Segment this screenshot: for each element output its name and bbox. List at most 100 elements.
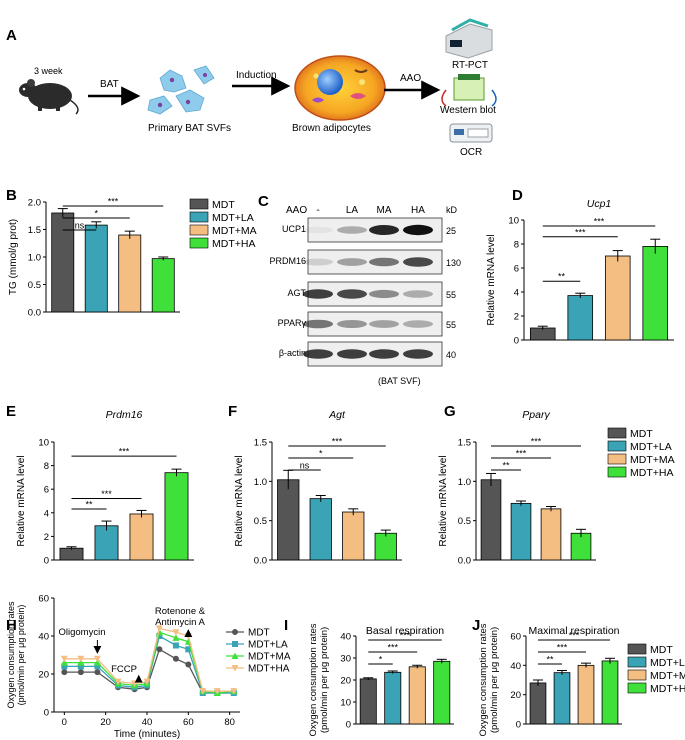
y-tick-label: 0: [44, 708, 49, 719]
data-point: [156, 633, 163, 639]
y-tick-label: 2: [44, 532, 49, 543]
annotation-label: FCCP: [111, 664, 137, 675]
data-point: [156, 646, 163, 653]
bar: [374, 532, 397, 561]
bar: [601, 660, 619, 725]
y-axis-label: Oxygen consumption rates(pmol/min per μg…: [6, 601, 26, 709]
y-axis-label: Relative mRNA level: [486, 234, 497, 325]
y-tick-label: 0.0: [28, 308, 41, 319]
y-tick-label: 40: [340, 632, 351, 643]
data-point: [61, 669, 68, 676]
blot-band: [369, 257, 399, 267]
blot-strips: UCP1 25 PRDM16 130 AGT 55 PPARγ 55 β-actin 40: [269, 217, 461, 367]
significance-label: ***: [516, 449, 527, 459]
lane-label: -: [316, 205, 319, 216]
y-tick-label: 20: [510, 690, 521, 701]
data-point: [114, 678, 122, 686]
legend-label: MDT+MA: [212, 225, 257, 237]
legend-label: MDT: [212, 199, 235, 211]
panel-i-chart: I Basal respiration 0 10 20 30 40 Oxygen consum…: [284, 617, 454, 737]
legend-marker: [232, 641, 238, 647]
blot-band: [337, 226, 367, 234]
lane-labels: - LA MA HA: [316, 205, 425, 216]
legend-label: MDT: [650, 644, 673, 656]
bar: [51, 212, 75, 313]
data-point: [185, 661, 192, 668]
significance-label: *: [379, 655, 383, 665]
assay-western: Western blot: [440, 105, 496, 116]
y-tick-label: 60: [510, 632, 521, 643]
panel-a-letter: A: [6, 27, 17, 44]
y-tick-label: 0.0: [458, 556, 471, 567]
significance-label: *: [319, 449, 323, 459]
legend-label: MDT+HA: [630, 467, 673, 479]
bar: [164, 472, 189, 561]
y-tick-label: 2.0: [28, 198, 41, 209]
blot-band: [337, 349, 367, 359]
mouse-age-label: 3 week: [34, 66, 63, 76]
data-point: [60, 655, 68, 663]
arrow-bat-label: BAT: [100, 79, 119, 90]
y-tick-label: 4: [514, 288, 519, 299]
blot-band: [337, 289, 367, 299]
chart-title: Prdm16: [106, 409, 143, 421]
western-blot-icon: [441, 74, 497, 107]
assay-rtpcr: RT-PCT: [452, 60, 488, 71]
x-tick-label: 0: [62, 717, 67, 728]
panel-a: A 3 week BAT Primary BAT SVFs Induc: [6, 18, 497, 158]
blot-band: [403, 257, 433, 267]
legend-label: MDT+MA: [630, 454, 675, 466]
panel-b-chart: B0.00.51.01.52.0TG (mmol/g prot) ns**** MD…: [6, 187, 257, 319]
arrow-aao-label: AAO: [400, 73, 421, 84]
y-axis-label: Relative mRNA level: [438, 455, 449, 546]
y-tick-label: 20: [340, 676, 351, 687]
legend-label: MDT: [630, 428, 653, 440]
y-tick-label: 60: [38, 594, 49, 605]
legend-swatch: [189, 237, 209, 249]
data-point: [172, 634, 180, 641]
y-tick-label: 2: [514, 312, 519, 323]
y-tick-label: 0: [346, 720, 351, 731]
significance-label: ***: [108, 197, 119, 207]
y-axis-label: Relative mRNA level: [16, 455, 27, 546]
panel-h-chart: H 0 20 40 60 0 20 40 60 80 Time (minutes) Oxygen co…: [6, 594, 291, 740]
kd-label: kD: [446, 205, 458, 215]
data-point: [213, 688, 221, 695]
y-axis-label: Oxygen consumption rates(pmol/min per μg…: [308, 623, 330, 736]
significance-label: ***: [400, 631, 411, 641]
bar: [94, 525, 119, 561]
y-tick-label: 20: [38, 670, 49, 681]
bar: [408, 666, 426, 725]
bar: [529, 682, 547, 725]
panel-letter: D: [512, 187, 523, 204]
significance-label: *: [94, 209, 98, 219]
kd-marker: 40: [446, 350, 456, 360]
y-tick-label: 6: [514, 264, 519, 275]
data-point: [230, 688, 238, 695]
svf-label: Primary BAT SVFs: [148, 123, 231, 134]
significance-label: **: [502, 461, 510, 471]
data-point: [172, 655, 179, 662]
bar: [151, 258, 175, 313]
bar: [480, 479, 502, 561]
legend-swatch: [607, 440, 627, 452]
kd-marker: 55: [446, 320, 456, 330]
data-point: [199, 688, 207, 695]
blot-band: [369, 349, 399, 359]
y-tick-label: 1.5: [458, 438, 471, 449]
arrow-induction-label: Induction: [236, 70, 277, 81]
pcr-machine-icon: [445, 18, 493, 59]
significance-label: ***: [575, 227, 586, 237]
blot-band: [303, 349, 333, 359]
panel-letter: J: [472, 617, 480, 634]
annotation-label: Rotenone & Antimycin A: [155, 606, 206, 628]
svf-cells-icon: [147, 65, 215, 115]
bar: [309, 498, 332, 561]
series-line: [64, 627, 234, 692]
blot-band: [369, 225, 399, 235]
assay-ocr: OCR: [460, 147, 482, 158]
